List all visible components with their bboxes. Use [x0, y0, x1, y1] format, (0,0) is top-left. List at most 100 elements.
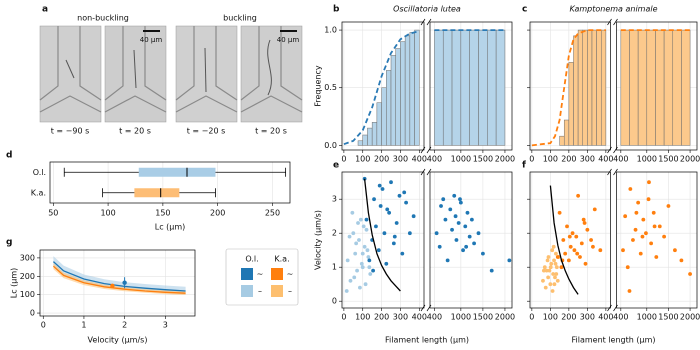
- scatter-point: [452, 193, 457, 198]
- x-tick-label: 0: [341, 313, 346, 322]
- scale-label: 40 μm: [140, 36, 163, 44]
- scatter-point: [548, 265, 553, 270]
- scatter-point: [547, 268, 552, 273]
- bar: [442, 29, 453, 146]
- x-tick-label: 250: [265, 209, 280, 218]
- data-point: [110, 283, 115, 289]
- scatter-point: [378, 204, 383, 208]
- bar: [434, 29, 444, 146]
- scatter-point: [384, 261, 389, 266]
- time-label: t = 20 s: [255, 127, 287, 136]
- scatter-point: [354, 241, 359, 246]
- scatter-point: [472, 241, 476, 246]
- axis-break: [420, 18, 426, 26]
- scatter-point: [391, 241, 396, 246]
- scatter-point: [364, 217, 369, 222]
- category-label: K.a.: [31, 188, 46, 197]
- scatter-point: [489, 268, 494, 273]
- bar: [367, 127, 373, 146]
- scatter-point: [646, 197, 651, 202]
- axes-frame: [529, 171, 611, 309]
- bar: [663, 29, 674, 146]
- x-tick-label: 400: [412, 313, 427, 322]
- scatter-point: [568, 244, 573, 249]
- scatter-point: [553, 275, 557, 280]
- x-axis-label: Lc (μm): [155, 223, 186, 232]
- scatter-point: [565, 224, 569, 229]
- scatter-point: [657, 224, 662, 229]
- x-tick-label: 400: [427, 313, 442, 322]
- bar: [460, 29, 470, 146]
- bar: [577, 29, 583, 146]
- scatter-point: [654, 255, 659, 259]
- fit-curve: [343, 30, 420, 146]
- axis-break: [613, 304, 618, 312]
- critical-curve: [363, 178, 401, 292]
- confidence-band: [53, 256, 186, 295]
- scatter-point: [453, 214, 458, 219]
- x-tick-label: 400: [598, 313, 613, 322]
- axis-break: [420, 146, 426, 154]
- scatter-point: [552, 282, 557, 287]
- bar: [620, 29, 630, 146]
- scatter-point: [554, 265, 559, 270]
- scatter-point: [598, 248, 603, 253]
- scatter-point: [469, 217, 474, 222]
- scatter-point: [481, 251, 485, 256]
- bar: [646, 29, 656, 146]
- axis-break: [607, 168, 612, 176]
- axes-frame: [341, 21, 425, 151]
- bar: [629, 29, 639, 146]
- scatter-point: [633, 227, 638, 232]
- bar: [582, 29, 588, 146]
- scatter-point: [545, 258, 550, 263]
- scatter-point: [583, 261, 588, 266]
- bar: [357, 140, 363, 146]
- chart-title: Oscillatoria lutea: [393, 5, 461, 14]
- scatter-point: [641, 217, 646, 222]
- axes-frame: [49, 161, 291, 204]
- x-tick-label: 200: [561, 313, 576, 322]
- scatter-point: [548, 282, 553, 287]
- axis-break: [613, 168, 618, 176]
- box: [138, 167, 216, 177]
- scatter-point: [458, 200, 463, 205]
- scatter-point: [638, 251, 643, 256]
- bar: [386, 70, 392, 146]
- legend-swatch: [241, 285, 253, 297]
- scatter-point: [589, 238, 593, 242]
- category-label: O.l.: [33, 168, 46, 177]
- x-tick-label: 0: [341, 155, 346, 164]
- x-tick-label: 100: [543, 155, 558, 164]
- scatter-point: [363, 282, 368, 287]
- axis-break: [607, 18, 612, 26]
- x-tick-label: 400: [412, 155, 427, 164]
- scatter-point: [627, 289, 632, 293]
- scatter-point: [385, 207, 390, 212]
- scatter-point: [552, 258, 556, 263]
- legend-swatch: [271, 268, 283, 280]
- x-tick-label: 100: [355, 313, 370, 322]
- panel-letter: f: [522, 161, 526, 171]
- bar: [587, 29, 593, 146]
- bar: [596, 29, 602, 146]
- axes-frame: [529, 21, 611, 151]
- channel-walls: [39, 26, 303, 113]
- x-tick-label: 1500: [473, 313, 493, 322]
- x-tick-label: 3: [163, 321, 168, 330]
- legend-row-label: –: [288, 287, 292, 296]
- scatter-point: [578, 255, 582, 259]
- scatter-point: [621, 248, 625, 253]
- scatter-point: [570, 231, 575, 236]
- scatter-point: [347, 234, 352, 239]
- scatter-point: [402, 190, 407, 195]
- scatter-point: [644, 231, 648, 236]
- axis-break: [607, 304, 612, 312]
- axis-break: [613, 146, 618, 154]
- y-tick-label: 1.0: [324, 26, 337, 35]
- axes-frame: [616, 171, 698, 309]
- x-tick-label: 300: [393, 313, 408, 322]
- scatter-point: [559, 265, 564, 270]
- x-tick-label: 150: [155, 209, 170, 218]
- legend-header: K.a.: [274, 255, 289, 264]
